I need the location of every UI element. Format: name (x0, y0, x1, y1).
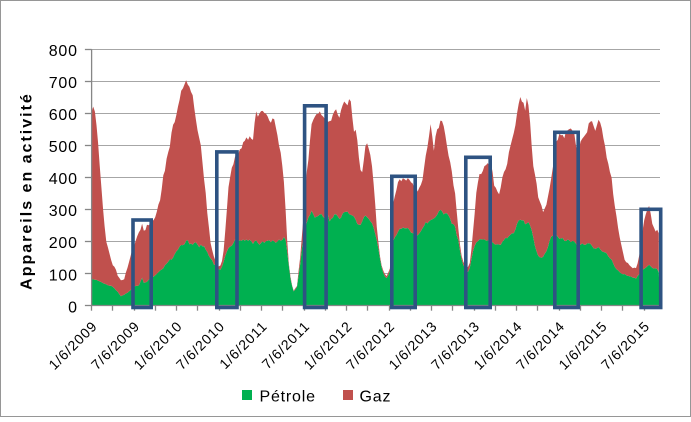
svg-text:800: 800 (49, 43, 78, 60)
svg-text:Pétrole: Pétrole (260, 389, 316, 406)
svg-text:Appareils en activité: Appareils en activité (19, 92, 36, 290)
svg-text:500: 500 (49, 139, 78, 156)
svg-text:Gaz: Gaz (360, 389, 392, 406)
svg-text:0: 0 (68, 299, 78, 316)
svg-text:700: 700 (49, 75, 78, 92)
svg-text:400: 400 (49, 171, 78, 188)
svg-text:300: 300 (49, 203, 78, 220)
svg-text:200: 200 (49, 235, 78, 252)
svg-text:600: 600 (49, 107, 78, 124)
svg-text:100: 100 (49, 267, 78, 284)
